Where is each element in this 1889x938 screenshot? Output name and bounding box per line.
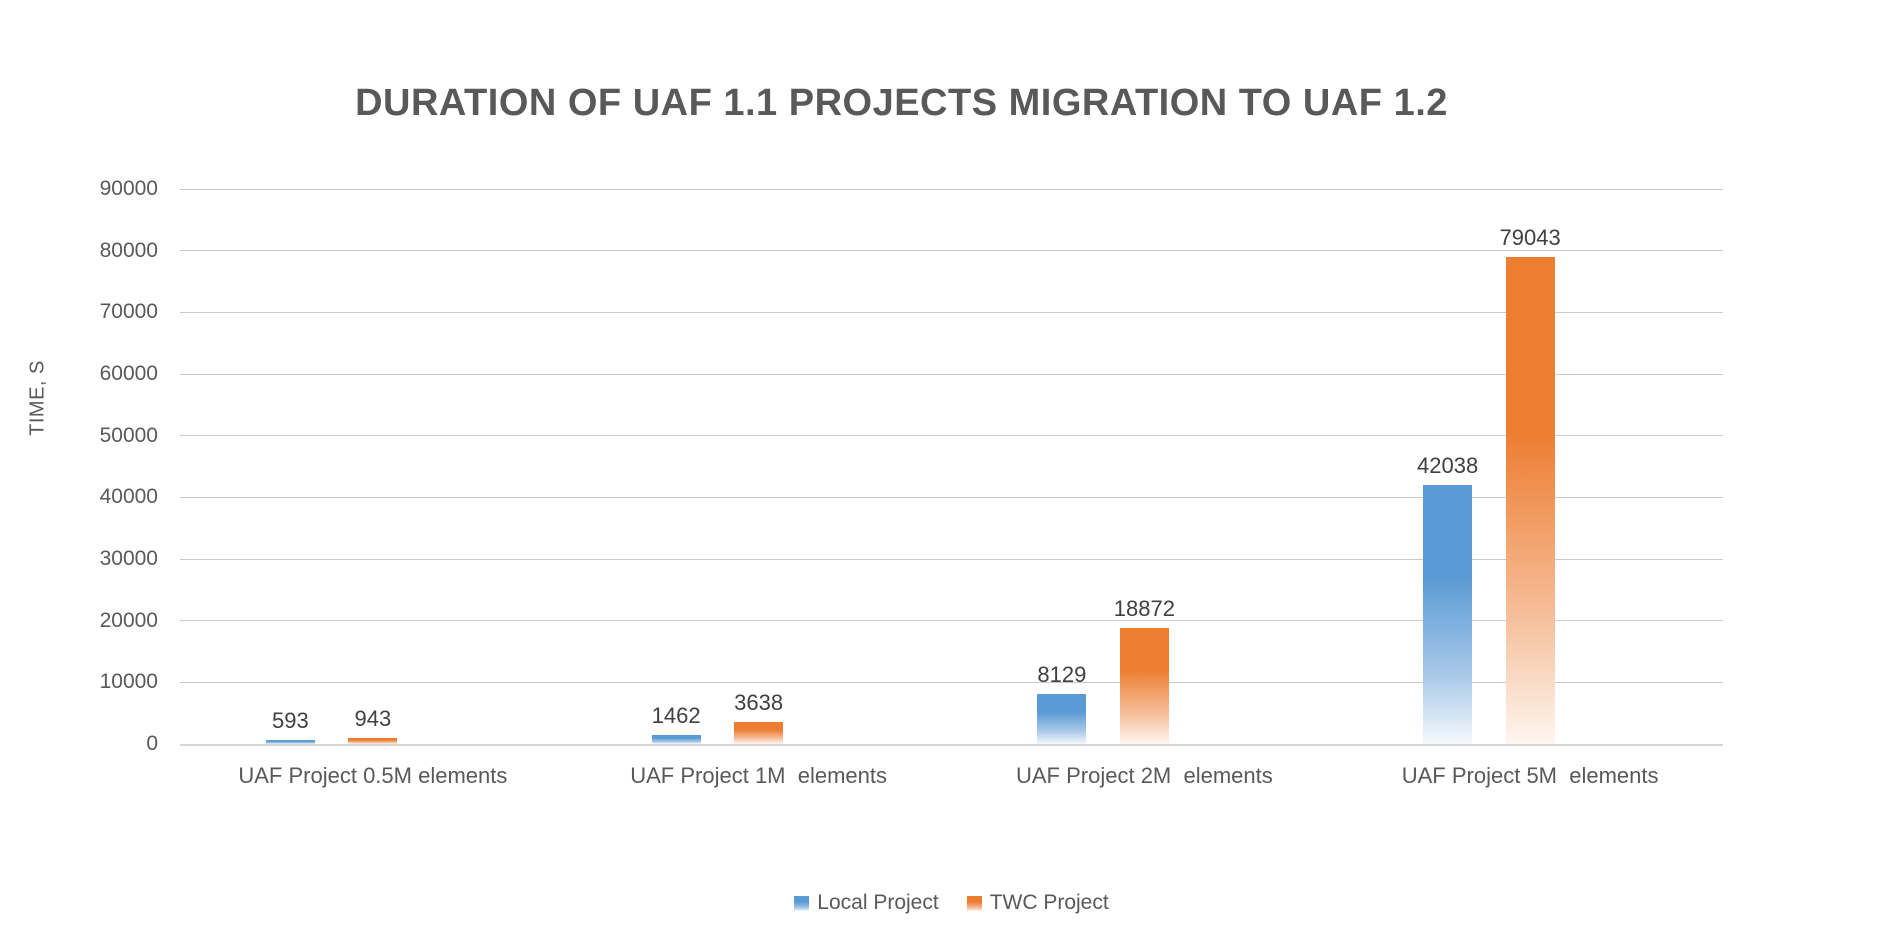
- y-tick-label: 50000: [99, 423, 158, 447]
- data-label: 943: [354, 706, 392, 732]
- legend-item: Local Project: [794, 891, 939, 915]
- chart-title: DURATION OF UAF 1.1 PROJECTS MIGRATION T…: [355, 82, 1448, 124]
- y-tick-label: 80000: [99, 238, 158, 262]
- gridline: [180, 496, 1723, 498]
- y-tick-label: 90000: [99, 177, 158, 200]
- plot-area: 593 1462 8129 42038 943 3638 18872 79043: [180, 188, 1723, 746]
- y-tick-label: 60000: [99, 362, 158, 385]
- data-label: 593: [272, 708, 309, 734]
- bar-local-project: [1423, 484, 1473, 744]
- y-tick-label: 10000: [99, 670, 158, 694]
- legend-label: Local Project: [817, 891, 939, 914]
- gridline: [180, 558, 1723, 560]
- bar-twc-project: [1505, 256, 1555, 744]
- bar-local-project: [265, 740, 315, 744]
- gridline: [180, 373, 1723, 375]
- gridline: [180, 681, 1723, 683]
- gridline: [180, 620, 1723, 622]
- y-tick-label: 20000: [99, 608, 158, 632]
- legend-swatch-icon: [794, 895, 810, 911]
- legend-item: TWC Project: [966, 891, 1109, 915]
- legend-swatch-icon: [966, 895, 982, 911]
- category-label: UAF Project 2M elements: [1016, 763, 1273, 788]
- y-tick-label: 0: [146, 732, 158, 755]
- data-label: 18872: [1113, 595, 1175, 621]
- bar-twc-project: [734, 721, 784, 744]
- bar-local-project: [1037, 693, 1087, 744]
- bar-twc-project: [348, 738, 398, 744]
- y-tick-label: 30000: [99, 547, 158, 570]
- data-label: 8129: [1037, 661, 1087, 687]
- data-label: 42038: [1417, 452, 1479, 478]
- y-tick-label: 40000: [99, 485, 158, 509]
- category-label: UAF Project 1M elements: [630, 763, 887, 788]
- y-tick-label: 70000: [99, 300, 158, 324]
- data-label: 79043: [1499, 224, 1561, 250]
- category-label: UAF Project 0.5M elements: [238, 763, 508, 788]
- bar-twc-project: [1119, 627, 1169, 744]
- gridline: [180, 311, 1723, 313]
- gridline: [180, 250, 1723, 252]
- data-label: 1462: [651, 702, 701, 728]
- legend-label: TWC Project: [989, 891, 1109, 914]
- category-label: UAF Project 5M elements: [1401, 763, 1659, 788]
- legend: Local Project TWC Project: [180, 888, 1723, 918]
- gridline: [180, 188, 1723, 190]
- data-label: 3638: [734, 689, 784, 715]
- bar-local-project: [651, 734, 701, 744]
- gridline: [180, 435, 1723, 437]
